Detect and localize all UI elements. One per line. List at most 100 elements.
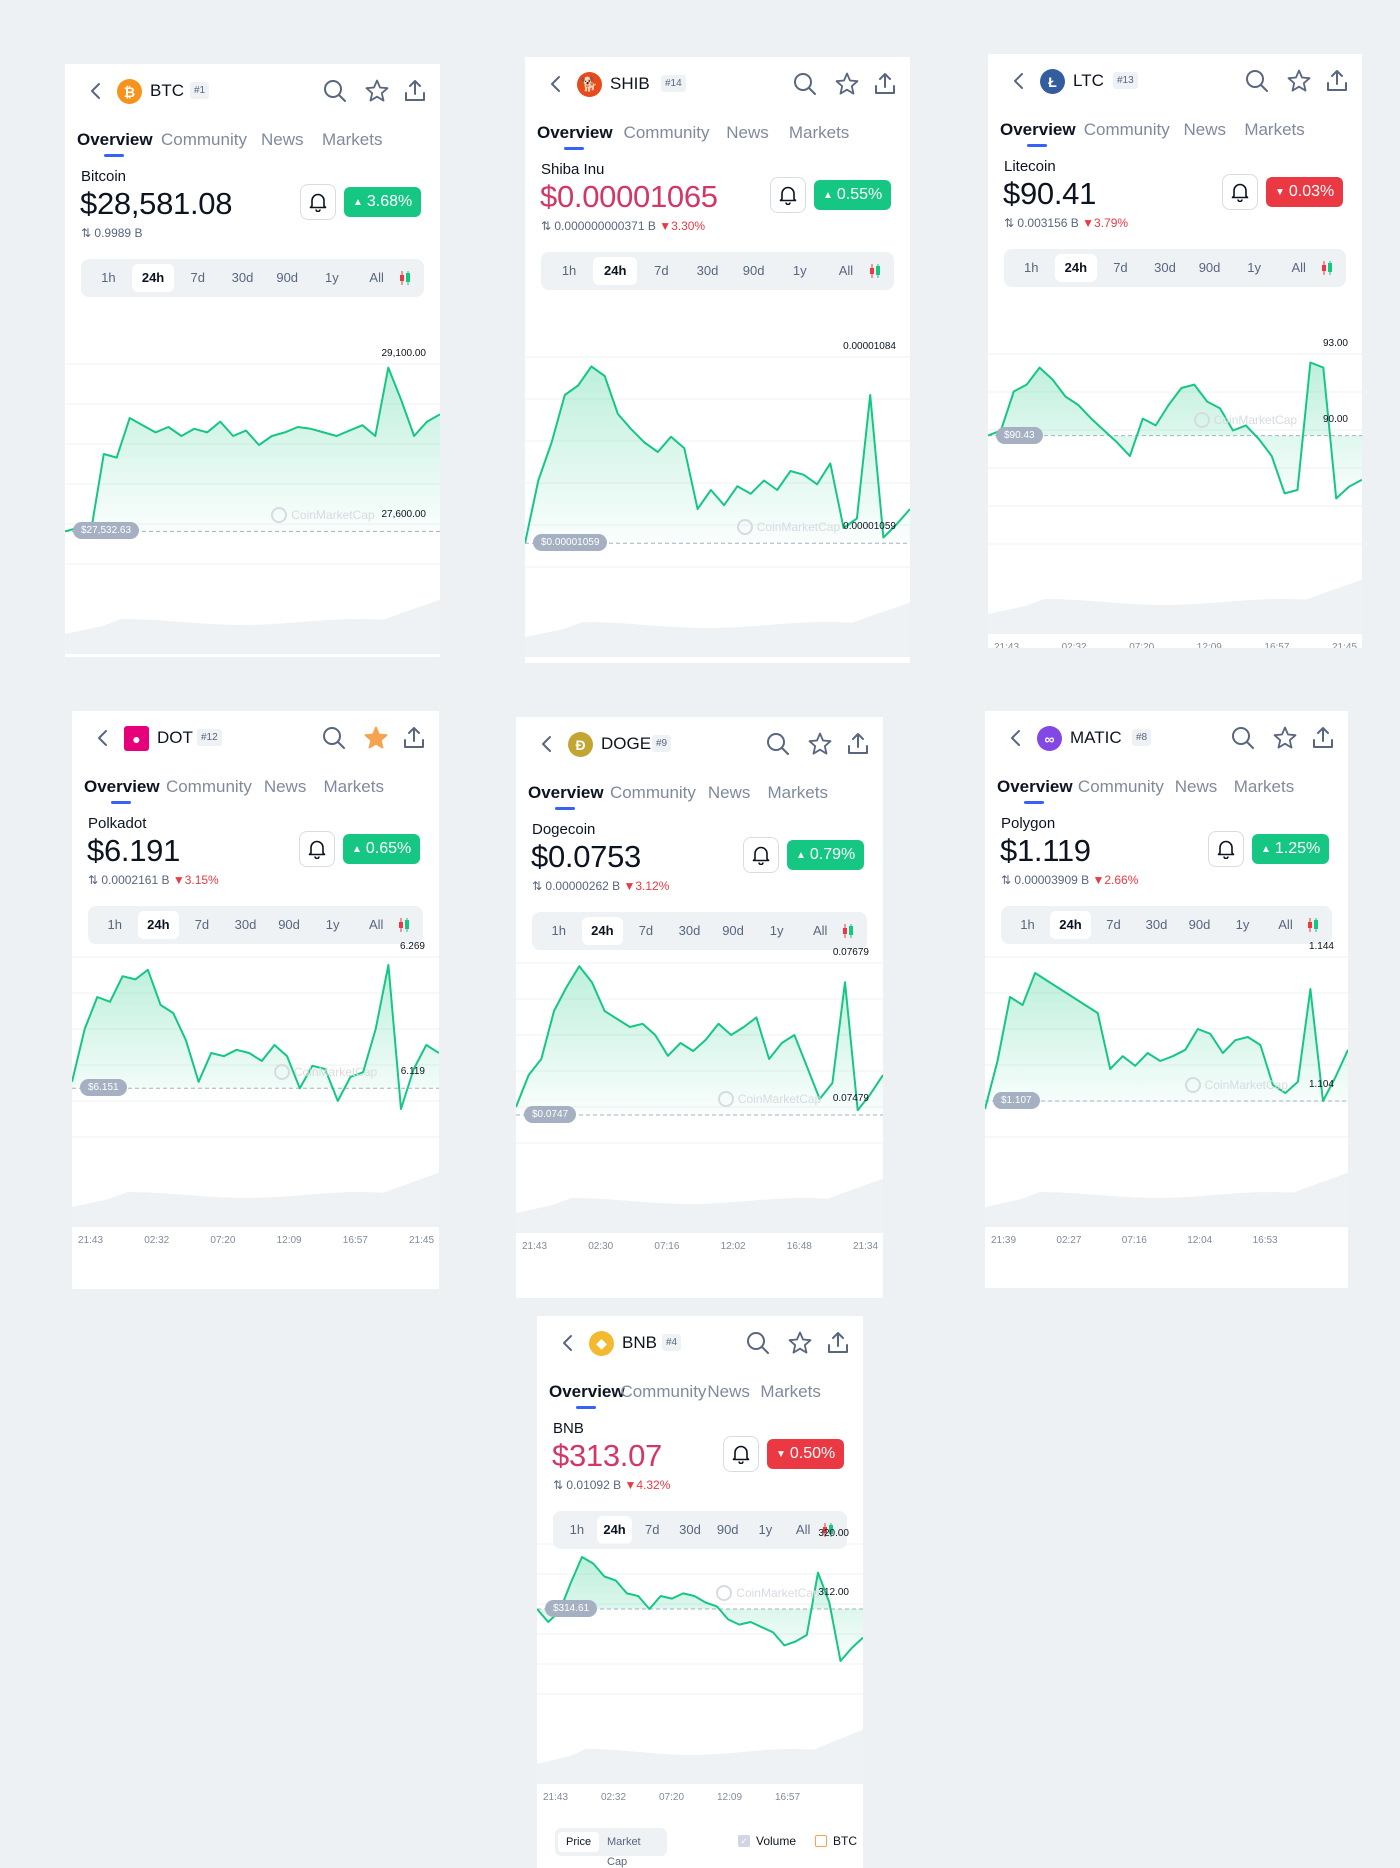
range-1h[interactable]: 1h (1024, 260, 1039, 275)
search-icon[interactable] (322, 78, 348, 104)
range-1h[interactable]: 1h (101, 270, 116, 285)
share-icon[interactable] (401, 725, 427, 751)
price-chart[interactable]: 93.00 90.00 $90.43 CoinMarketCap (988, 314, 1362, 634)
range-7d[interactable]: 7d (654, 263, 669, 278)
price-chart[interactable]: 0.07679 0.07479 $0.0747 CoinMarketCap (516, 923, 883, 1233)
price-alert-button[interactable] (299, 831, 335, 867)
range-24h[interactable]: 24h (131, 264, 175, 292)
price-chart[interactable]: 1.144 1.104 $1.107 CoinMarketCap (985, 917, 1348, 1227)
range-1h[interactable]: 1h (1020, 917, 1035, 932)
star-icon[interactable] (1272, 725, 1298, 751)
range-90d[interactable]: 90d (716, 1522, 739, 1537)
star-icon[interactable] (1286, 68, 1312, 94)
range-1h[interactable]: 1h (107, 917, 123, 932)
share-icon[interactable] (825, 1330, 851, 1356)
range-7d[interactable]: 7d (1113, 260, 1128, 275)
candlestick-toggle-icon[interactable] (398, 270, 412, 286)
range-all[interactable]: All (369, 270, 384, 285)
tab-overview[interactable]: Overview (84, 777, 160, 796)
range-90d[interactable]: 90d (742, 263, 765, 278)
search-icon[interactable] (792, 71, 818, 97)
range-1y[interactable]: 1y (792, 263, 807, 278)
tab-community[interactable]: Community (165, 777, 252, 796)
tab-markets[interactable]: Markets (767, 783, 828, 802)
range-30d[interactable]: 30d (678, 923, 701, 938)
back-arrow-icon[interactable] (559, 1330, 577, 1356)
star-icon[interactable] (807, 731, 833, 757)
tab-markets[interactable]: Markets (1244, 120, 1305, 139)
tab-markets[interactable]: Markets (788, 123, 850, 142)
tab-overview[interactable]: Overview (537, 123, 613, 142)
tab-overview[interactable]: Overview (77, 130, 153, 149)
price-alert-button[interactable] (1222, 174, 1258, 210)
range-7d[interactable]: 7d (638, 923, 654, 938)
back-arrow-icon[interactable] (547, 71, 565, 97)
tab-community[interactable]: Community (1083, 120, 1170, 139)
range-1y[interactable]: 1y (769, 923, 784, 938)
share-icon[interactable] (872, 71, 898, 97)
candlestick-toggle-icon[interactable] (1306, 917, 1320, 933)
search-icon[interactable] (765, 731, 791, 757)
range-90d[interactable]: 90d (276, 270, 299, 285)
tab-news[interactable]: News (1174, 777, 1218, 796)
share-icon[interactable] (845, 731, 871, 757)
range-all[interactable]: All (812, 923, 828, 938)
range-7d[interactable]: 7d (194, 917, 210, 932)
tab-markets[interactable]: Markets (322, 130, 383, 149)
range-90d[interactable]: 90d (1188, 917, 1211, 932)
range-30d[interactable]: 30d (696, 263, 719, 278)
candlestick-toggle-icon[interactable] (868, 263, 882, 279)
price-chart[interactable]: 29,100.00 27,600.00 $27,532.63 CoinMarketCa… (65, 324, 440, 654)
range-1h[interactable]: 1h (569, 1522, 585, 1537)
range-30d[interactable]: 30d (679, 1522, 701, 1537)
range-all[interactable]: All (1291, 260, 1306, 275)
back-arrow-icon[interactable] (1010, 68, 1028, 94)
tab-community[interactable]: Community (620, 1382, 707, 1401)
range-all[interactable]: All (368, 917, 384, 932)
tab-news[interactable]: News (707, 1382, 750, 1401)
range-24h[interactable]: 24h (1050, 911, 1091, 939)
tab-community[interactable]: Community (623, 123, 710, 142)
share-icon[interactable] (1310, 725, 1336, 751)
toggle-market-cap[interactable]: Market Cap (607, 1836, 641, 1868)
range-24h[interactable]: 24h (137, 911, 180, 939)
star-icon[interactable] (834, 71, 860, 97)
range-all[interactable]: All (795, 1522, 811, 1537)
range-1y[interactable]: 1y (758, 1522, 773, 1537)
range-7d[interactable]: 7d (1106, 917, 1121, 932)
range-30d[interactable]: 30d (1154, 260, 1176, 275)
range-7d[interactable]: 7d (190, 270, 205, 285)
range-90d[interactable]: 90d (722, 923, 744, 938)
candlestick-toggle-icon[interactable] (397, 917, 411, 933)
candlestick-toggle-icon[interactable] (841, 923, 855, 939)
tab-news[interactable]: News (261, 130, 304, 149)
tab-overview[interactable]: Overview (549, 1382, 625, 1401)
tab-markets[interactable]: Markets (323, 777, 384, 796)
range-30d[interactable]: 30d (1145, 917, 1168, 932)
range-all[interactable]: All (838, 263, 854, 278)
tab-news[interactable]: News (1183, 120, 1226, 139)
tab-overview[interactable]: Overview (997, 777, 1073, 796)
range-24h[interactable]: 24h (1054, 254, 1098, 282)
price-alert-button[interactable] (743, 837, 779, 873)
range-all[interactable]: All (1278, 917, 1293, 932)
star-icon[interactable] (364, 78, 390, 104)
tab-overview[interactable]: Overview (1000, 120, 1076, 139)
range-90d[interactable]: 90d (1198, 260, 1221, 275)
range-24h[interactable]: 24h (581, 917, 624, 945)
tab-overview[interactable]: Overview (528, 783, 604, 802)
back-arrow-icon[interactable] (94, 725, 112, 751)
tab-news[interactable]: News (263, 777, 307, 796)
btc-checkbox[interactable]: BTC (815, 1834, 857, 1848)
search-icon[interactable] (745, 1330, 771, 1356)
tab-community[interactable]: Community (161, 130, 247, 149)
price-chart[interactable]: 6.269 6.119 $6.151 CoinMarketCap (72, 917, 439, 1227)
search-icon[interactable] (1230, 725, 1256, 751)
share-icon[interactable] (402, 78, 428, 104)
tab-community[interactable]: Community (609, 783, 696, 802)
candlestick-toggle-icon[interactable] (1320, 260, 1334, 276)
tab-news[interactable]: News (726, 123, 769, 142)
range-1y[interactable]: 1y (1247, 260, 1261, 275)
range-1h[interactable]: 1h (551, 923, 567, 938)
toggle-price[interactable]: Price (558, 1832, 600, 1852)
